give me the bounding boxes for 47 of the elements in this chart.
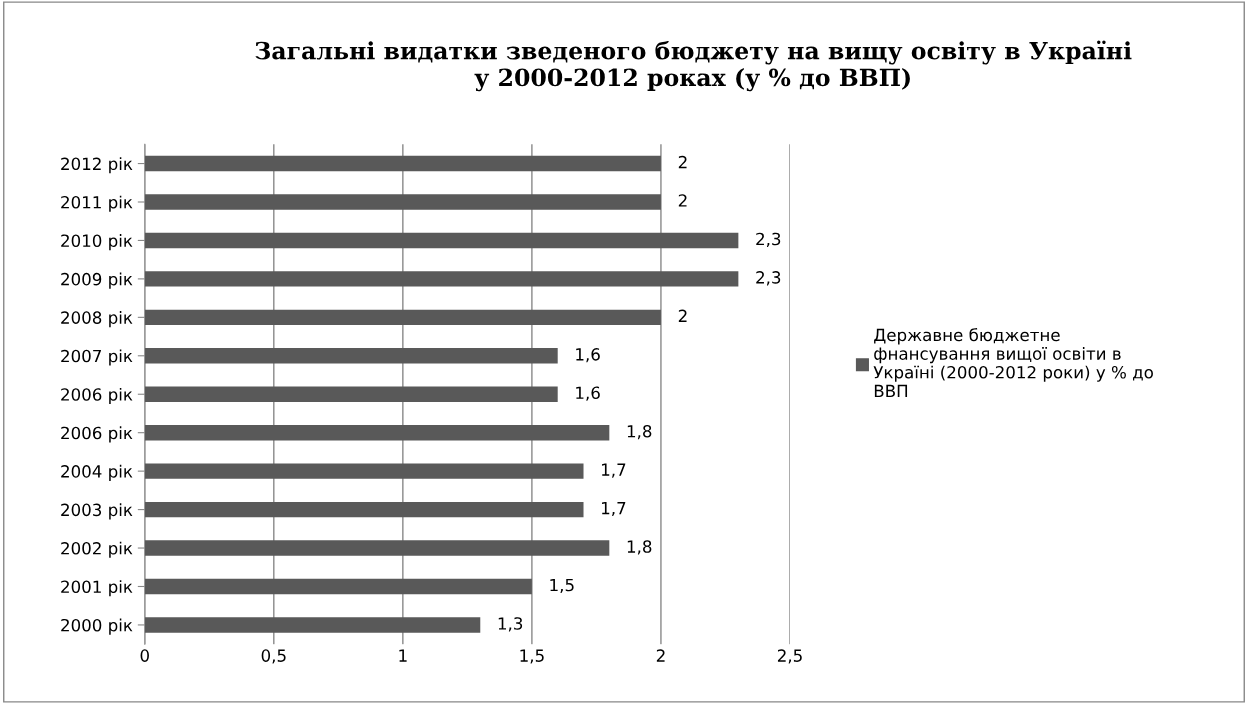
bar — [144, 501, 584, 518]
y-tick-label: 2009 рік — [61, 272, 133, 289]
bar — [144, 232, 739, 249]
y-tick-label: 2001 рік — [61, 580, 133, 597]
bar — [144, 348, 558, 364]
y-tick-label: 2012 рік — [61, 157, 133, 174]
data-label: 1,3 — [498, 617, 523, 632]
y-tick-label: 2000 рік — [61, 618, 133, 635]
y-tick-label: 2007 рік — [61, 349, 133, 366]
y-tick-label: 2010 рік — [61, 234, 133, 251]
bar — [144, 309, 661, 326]
data-label: 1,6 — [576, 386, 600, 401]
x-tick-label: 0 — [140, 649, 149, 662]
bar — [144, 155, 661, 172]
data-label: 1,6 — [576, 348, 600, 363]
bar — [144, 463, 584, 479]
bar — [144, 578, 532, 595]
data-label: 1,7 — [602, 502, 626, 517]
y-tick-label: 2003 рік — [61, 503, 133, 520]
data-label: 2 — [678, 194, 687, 207]
bar — [144, 540, 610, 556]
data-label: 2,3 — [756, 232, 781, 247]
bar — [144, 617, 481, 633]
x-tick-label: 0,5 — [261, 649, 286, 664]
y-tick-label: 2006 рік — [61, 387, 133, 405]
legend-label: Державне бюджетне фнансування вищої освіти в Україні (2000-2012 роки) у % до ВВП — [873, 328, 1153, 397]
data-label: 1,5 — [550, 578, 574, 594]
y-tick-label: 2008 рік — [61, 311, 133, 328]
data-label: 1,7 — [602, 463, 626, 478]
bar — [144, 271, 739, 287]
x-tick-label: 1 — [399, 649, 407, 662]
data-label: 2,3 — [756, 271, 781, 286]
x-tick-label: 2,5 — [777, 649, 802, 664]
data-label: 1,8 — [627, 424, 652, 440]
data-label: 1,8 — [627, 540, 652, 555]
y-tick-label: 2006 рік — [61, 426, 133, 443]
y-tick-label: 2002 рік — [61, 541, 133, 558]
chart-title: Загальні видатки зведеного бюджету на вищу освіту в Україні у 2000-2012 роках (у % до ВВП) — [255, 40, 1132, 92]
data-label: 2 — [678, 155, 687, 169]
bar — [144, 386, 558, 402]
y-tick-label: 2004 рік — [61, 464, 133, 481]
x-tick-label: 2 — [656, 649, 665, 662]
x-tick-label: 1,5 — [520, 649, 544, 664]
data-label: 2 — [678, 309, 687, 322]
bar — [144, 425, 610, 441]
y-tick-label: 2011 рік — [61, 195, 133, 212]
bar — [144, 194, 661, 210]
